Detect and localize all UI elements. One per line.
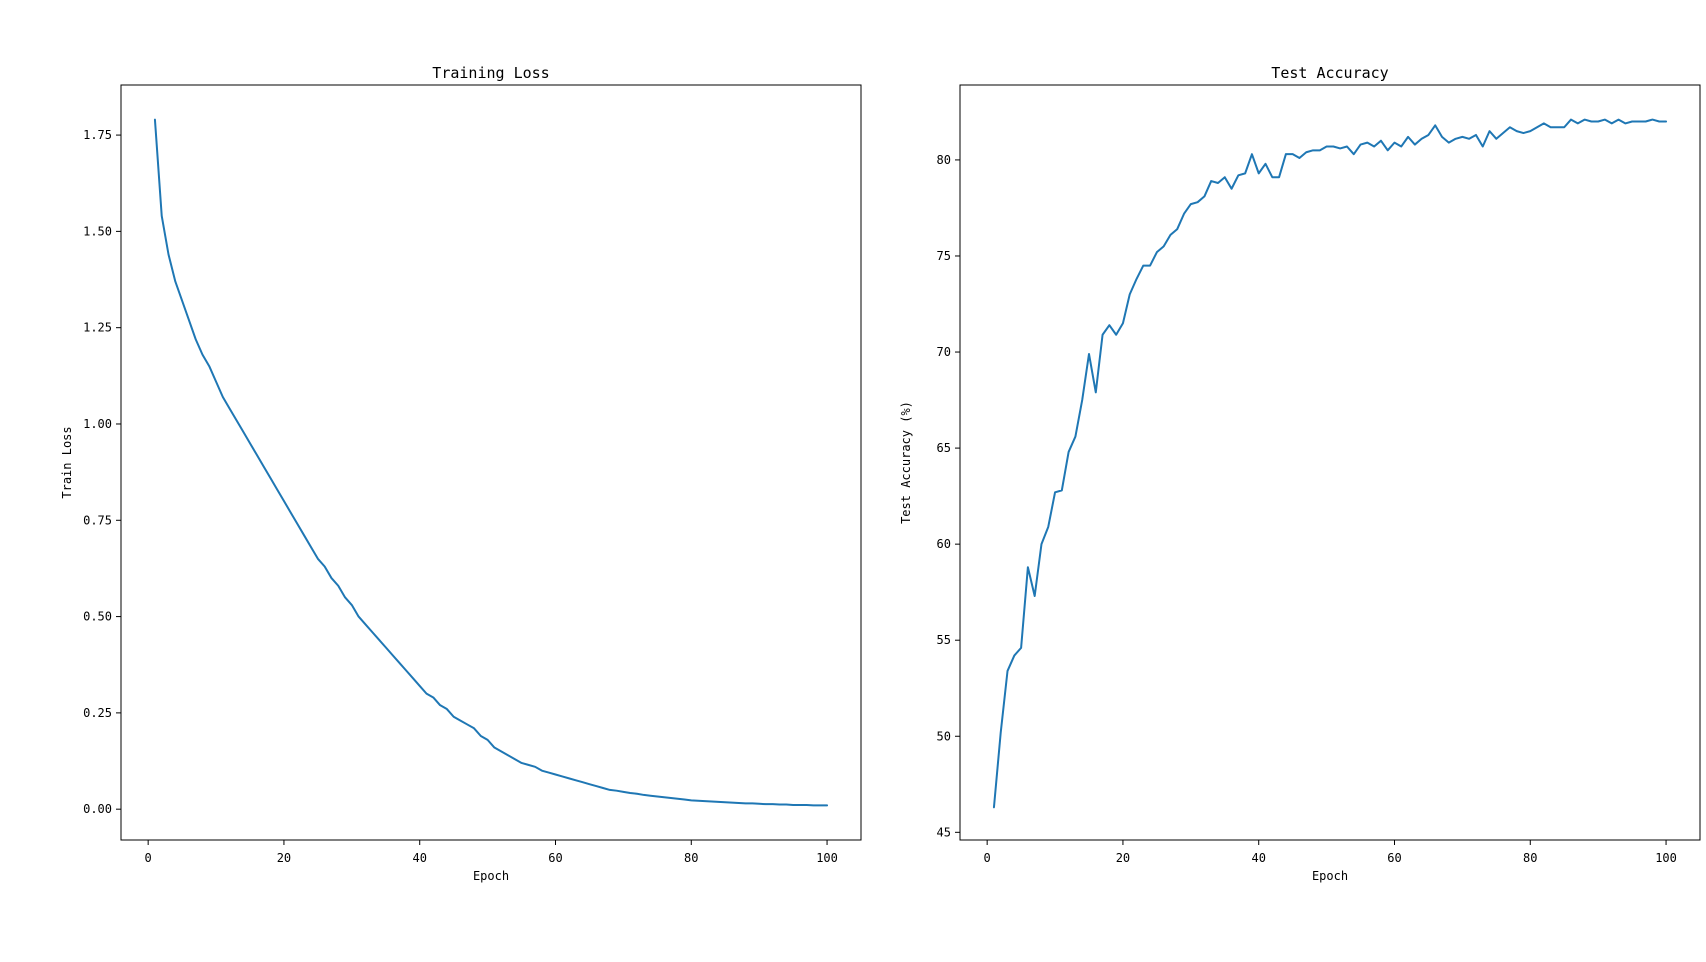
y-tick-label: 60 — [937, 537, 951, 551]
y-tick-label: 1.25 — [83, 321, 112, 335]
x-tick-label: 60 — [1387, 851, 1401, 865]
y-tick-label: 80 — [937, 153, 951, 167]
y-tick-label: 75 — [937, 249, 951, 263]
chart-title: Training Loss — [432, 64, 549, 82]
y-tick-label: 1.75 — [83, 128, 112, 142]
x-tick-label: 80 — [684, 851, 698, 865]
plot-frame — [120, 84, 862, 841]
y-tick-label: 65 — [937, 441, 951, 455]
y-tick-label: 1.50 — [83, 224, 112, 238]
y-tick-label: 0.25 — [83, 706, 112, 720]
y-axis-label: Train Loss — [60, 426, 74, 498]
y-tick-label: 70 — [937, 345, 951, 359]
x-axis-label: Epoch — [473, 869, 509, 883]
series-line — [992, 118, 1668, 809]
x-tick-label: 0 — [145, 851, 152, 865]
x-tick-label: 20 — [1116, 851, 1130, 865]
y-tick-label: 0.75 — [83, 513, 112, 527]
training-loss-panel: Training Loss Epoch Train Loss 0 20 40 60 80 100… — [60, 64, 862, 883]
x-tick-label: 100 — [816, 851, 838, 865]
x-axis-label: Epoch — [1312, 869, 1348, 883]
x-tick-label: 40 — [412, 851, 426, 865]
chart-title: Test Accuracy — [1271, 64, 1388, 82]
y-tick-label: 0.50 — [83, 610, 112, 624]
test-accuracy-panel: Test Accuracy Epoch Test Accuracy (%) 0 20 40… — [899, 64, 1701, 883]
y-axis-label: Test Accuracy (%) — [899, 401, 913, 524]
y-tick-label: 45 — [937, 825, 951, 839]
x-tick-label: 60 — [548, 851, 562, 865]
y-tick-label: 50 — [937, 729, 951, 743]
x-tick-label: 80 — [1523, 851, 1537, 865]
y-tick-label: 1.00 — [83, 417, 112, 431]
y-tick-label: 55 — [937, 633, 951, 647]
y-tick-label: 0.00 — [83, 802, 112, 816]
x-tick-label: 100 — [1655, 851, 1677, 865]
series-line — [153, 118, 829, 807]
x-tick-label: 0 — [984, 851, 991, 865]
plot-frame — [959, 84, 1701, 841]
x-tick-label: 20 — [277, 851, 291, 865]
x-tick-label: 40 — [1251, 851, 1265, 865]
